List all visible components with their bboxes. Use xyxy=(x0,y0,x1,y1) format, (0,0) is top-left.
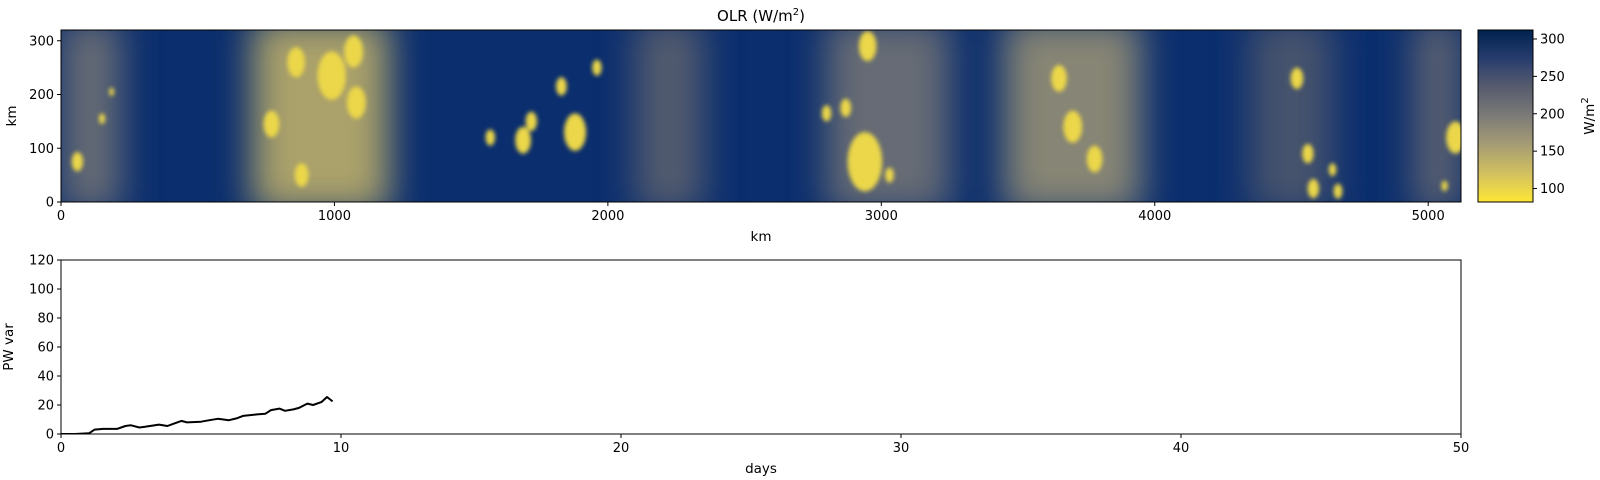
olr-x-tick-label: 5000 xyxy=(1412,209,1445,224)
olr-convective-cell xyxy=(592,59,602,76)
pw-var-panel: 0 10 20 30 40 50 0 20 40 60 80 100 120 days PW var xyxy=(1,254,1469,478)
olr-y-tick-label: 100 xyxy=(29,142,54,157)
olr-y-tick-label: 300 xyxy=(29,34,54,49)
pw-x-tick-label: 10 xyxy=(333,441,350,456)
pw-y-axis-label: PW var xyxy=(1,323,17,371)
olr-convective-cell xyxy=(1086,145,1103,173)
olr-convective-cell xyxy=(847,132,883,192)
olr-x-tick-label: 4000 xyxy=(1138,209,1171,224)
colorbar-frame xyxy=(1477,29,1534,203)
olr-convective-cells xyxy=(71,31,1461,199)
pw-x-axis-label: days xyxy=(745,461,777,477)
olr-convective-cell xyxy=(263,110,280,138)
olr-convective-cell xyxy=(840,98,852,118)
colorbar-gradient xyxy=(1478,30,1533,202)
colorbar-tick-label: 200 xyxy=(1540,107,1565,122)
olr-convective-cell xyxy=(821,105,832,122)
colorbar-ticks: 100 150 200 250 300 xyxy=(1533,32,1565,197)
olr-convective-cell xyxy=(287,47,305,78)
olr-cloud-band xyxy=(1250,30,1333,202)
olr-convective-cell xyxy=(1441,180,1448,192)
olr-convective-cell xyxy=(346,86,366,119)
olr-axes-frame xyxy=(60,29,1462,203)
olr-convective-cell xyxy=(317,51,346,100)
colorbar-label: W/m2 xyxy=(1580,97,1598,134)
olr-convective-cell xyxy=(885,167,894,183)
olr-convective-cell xyxy=(1446,121,1461,154)
colorbar-tick-label: 250 xyxy=(1540,70,1565,85)
olr-convective-cell xyxy=(1307,178,1320,199)
pw-y-tick-label: 120 xyxy=(29,254,54,269)
olr-convective-cell xyxy=(1063,110,1083,143)
pw-y-tick-label: 60 xyxy=(37,341,54,356)
pw-var-series-line xyxy=(61,396,334,434)
olr-colorbar: 100 150 200 250 300 W/m2 xyxy=(1477,29,1598,203)
olr-convective-cell xyxy=(515,126,531,154)
olr-convective-cell xyxy=(1302,143,1314,164)
olr-cloud-band xyxy=(1414,30,1461,202)
olr-convective-cell xyxy=(1290,67,1304,90)
olr-convective-cell xyxy=(1333,183,1343,199)
olr-cloud-band xyxy=(61,30,122,202)
pw-x-tick-label: 50 xyxy=(1453,441,1470,456)
olr-convective-cell xyxy=(556,77,567,96)
olr-convective-cell xyxy=(1051,64,1067,92)
olr-convective-cell xyxy=(564,113,587,151)
pw-y-tick-label: 20 xyxy=(37,399,54,414)
pw-y-tick-label: 0 xyxy=(46,428,54,443)
olr-convective-cell xyxy=(71,152,84,172)
olr-x-ticks: 0 1000 2000 3000 4000 5000 xyxy=(57,202,1445,224)
olr-y-ticks: 0 100 200 300 xyxy=(29,34,61,211)
olr-x-axis-label: km xyxy=(751,229,772,245)
pw-x-ticks: 0 10 20 30 40 50 xyxy=(57,434,1469,456)
olr-cloud-band xyxy=(635,30,704,202)
pw-x-tick-label: 30 xyxy=(893,441,910,456)
pw-y-tick-label: 100 xyxy=(29,283,54,298)
olr-x-tick-label: 3000 xyxy=(865,209,898,224)
olr-y-tick-label: 0 xyxy=(46,196,54,211)
olr-convective-cell xyxy=(858,31,877,62)
olr-convective-cell xyxy=(109,87,115,97)
pw-x-tick-label: 40 xyxy=(1173,441,1190,456)
pw-x-tick-label: 20 xyxy=(613,441,630,456)
pw-y-ticks: 0 20 40 60 80 100 120 xyxy=(29,254,61,443)
olr-x-tick-label: 0 xyxy=(57,209,65,224)
colorbar-tick-label: 100 xyxy=(1540,182,1565,197)
pw-y-tick-label: 80 xyxy=(37,312,54,327)
olr-x-tick-label: 1000 xyxy=(318,209,351,224)
pw-x-tick-label: 0 xyxy=(57,441,65,456)
olr-title: OLR (W/m2) xyxy=(717,7,805,25)
olr-convective-cell xyxy=(1328,163,1337,177)
colorbar-tick-label: 150 xyxy=(1540,145,1565,160)
olr-convective-cell xyxy=(485,129,496,146)
olr-convective-cell xyxy=(344,35,364,68)
pw-y-tick-label: 40 xyxy=(37,370,54,385)
olr-convective-cell xyxy=(525,111,537,132)
pw-axes-frame xyxy=(60,259,1462,435)
colorbar-tick-label: 300 xyxy=(1540,32,1565,47)
olr-convective-cell xyxy=(294,163,309,187)
olr-field xyxy=(61,30,1461,202)
olr-heatmap-panel: OLR (W/m2) 0 1000 2000 3000 4000 5000 0 100 200… xyxy=(4,7,1462,245)
olr-convective-cell xyxy=(98,113,106,125)
olr-y-axis-label: km xyxy=(4,106,20,127)
olr-x-tick-label: 2000 xyxy=(591,209,624,224)
olr-y-tick-label: 200 xyxy=(29,88,54,103)
